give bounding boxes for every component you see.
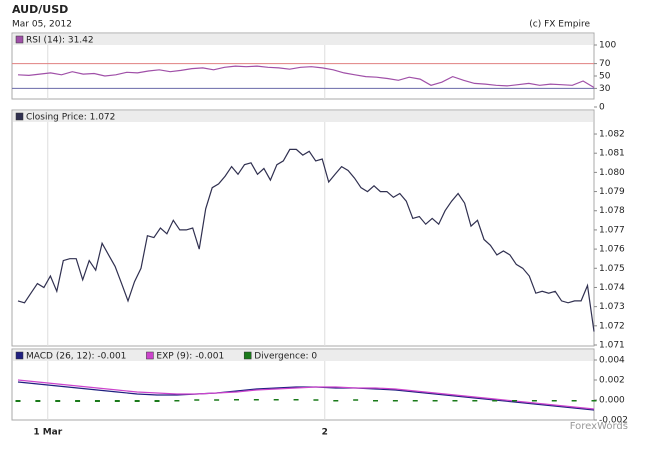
legend-swatch	[15, 112, 24, 121]
bar	[551, 400, 557, 402]
bar	[512, 400, 518, 402]
bar	[55, 400, 61, 402]
title: AUD/USD	[12, 3, 68, 16]
y-tick-label: 0.000	[599, 396, 625, 406]
bar	[353, 399, 359, 401]
legend-label: EXP (9): -0.001	[156, 352, 224, 362]
legend-label: Closing Price: 1.072	[26, 113, 115, 123]
y-tick-label: 1.079	[599, 187, 625, 197]
bar	[35, 400, 41, 402]
y-tick-label: 1.071	[599, 341, 625, 351]
bar	[15, 400, 21, 402]
bar	[412, 400, 418, 402]
legend-swatch	[146, 351, 154, 360]
y-tick-label: 1.076	[599, 245, 625, 255]
y-tick-label: 1.075	[599, 264, 625, 274]
panel-header	[13, 111, 593, 122]
y-tick-label: 30	[599, 84, 611, 94]
line	[17, 379, 595, 410]
bar	[472, 400, 478, 402]
bar	[432, 400, 438, 402]
bar	[293, 399, 299, 401]
bar	[392, 400, 398, 402]
bar	[75, 400, 81, 402]
bar	[174, 400, 180, 402]
y-tick-label: 1.078	[599, 206, 625, 216]
bar	[154, 400, 160, 402]
bar	[333, 400, 339, 402]
y-tick-label: 1.077	[599, 225, 625, 235]
legend-label: RSI (14): 31.42	[26, 36, 94, 46]
bar	[591, 400, 597, 402]
watermark: ForexWords	[570, 421, 628, 432]
y-tick-label: 50	[599, 72, 611, 82]
x-tick-label: 1 Mar	[33, 428, 62, 438]
y-tick-label: 0.004	[599, 356, 625, 366]
x-tick-label: 2	[322, 428, 328, 438]
y-tick-label: 1.072	[599, 321, 625, 331]
y-tick-label: 1.074	[599, 283, 625, 293]
bar	[531, 400, 537, 402]
bar	[313, 399, 319, 401]
bar	[571, 400, 577, 402]
bar	[253, 399, 259, 401]
y-tick-label: 0	[599, 103, 605, 113]
bar	[114, 400, 120, 402]
bar	[233, 399, 239, 401]
line	[17, 148, 595, 332]
y-tick-label: 70	[599, 59, 611, 69]
y-tick-label: 1.081	[599, 149, 625, 159]
bar	[273, 399, 279, 401]
bar	[94, 400, 100, 402]
bar	[134, 400, 140, 402]
y-tick-label: 100	[599, 41, 616, 51]
y-tick-label: 1.082	[599, 130, 625, 140]
date: Mar 05, 2012	[12, 20, 72, 30]
line	[17, 65, 595, 89]
legend-swatch	[15, 35, 24, 44]
legend-swatch	[15, 351, 24, 360]
y-tick-label: 1.080	[599, 168, 625, 178]
legend-label: Divergence: 0	[254, 352, 317, 362]
y-tick-label: 1.073	[599, 302, 625, 312]
bar	[492, 400, 498, 402]
bar	[452, 400, 458, 402]
y-tick-label: 0.002	[599, 376, 625, 386]
bar	[214, 399, 220, 401]
legend-label: MACD (26, 12): -0.001	[26, 352, 126, 362]
panel-header	[13, 350, 593, 361]
credit: (c) FX Empire	[529, 20, 590, 30]
panel-header	[13, 34, 593, 45]
bar	[194, 399, 200, 401]
legend-swatch	[243, 351, 252, 360]
y-tick-label: -0.002	[599, 416, 628, 426]
bar	[373, 400, 379, 402]
panel	[11, 109, 595, 347]
